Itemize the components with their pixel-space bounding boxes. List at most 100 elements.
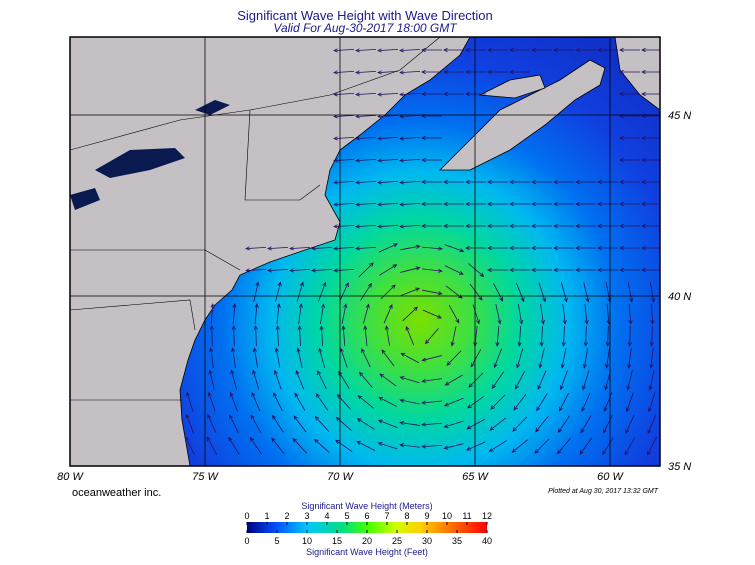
arrow	[229, 414, 239, 434]
arrow	[209, 325, 214, 347]
arrow	[311, 268, 333, 273]
arrow	[443, 443, 464, 450]
arrow	[446, 350, 462, 366]
arrow	[619, 135, 640, 141]
subtitle: Valid For Aug-30-2017 18:00 GMT	[273, 21, 458, 35]
arrow	[487, 201, 508, 207]
arrow	[509, 245, 530, 251]
arrow	[399, 136, 421, 141]
feet-tick-label: 40	[482, 536, 492, 546]
arrow	[421, 444, 443, 449]
arrow	[355, 224, 377, 229]
arrow	[295, 369, 305, 390]
legend-title: Significant Wave Height (Feet)	[306, 547, 428, 557]
arrow	[249, 436, 262, 455]
arrow	[209, 347, 214, 368]
arrow	[230, 369, 237, 390]
arrow	[489, 417, 507, 431]
arrow	[531, 201, 552, 207]
arrow	[531, 223, 552, 229]
arrow	[355, 180, 377, 185]
arrow	[399, 158, 421, 163]
arrow	[294, 392, 306, 411]
arrow	[605, 325, 610, 347]
arrow	[534, 438, 550, 454]
arrow	[384, 325, 390, 346]
arrow	[641, 179, 660, 185]
arrow	[377, 180, 399, 185]
arrow	[231, 347, 236, 368]
arrow	[333, 224, 355, 229]
arrow	[648, 370, 655, 391]
arrow	[289, 246, 311, 251]
arrow	[465, 245, 486, 251]
arrow	[443, 91, 464, 97]
arrow	[583, 282, 590, 303]
arrow	[641, 245, 660, 251]
meters-tick-label: 10	[442, 511, 452, 521]
arrow	[421, 47, 442, 53]
arrow	[422, 268, 443, 273]
arrow	[250, 414, 262, 433]
lon-label: 65 W	[462, 471, 489, 483]
arrow	[314, 415, 330, 432]
arrow	[292, 437, 308, 454]
arrow	[619, 223, 640, 229]
arrow	[377, 70, 399, 75]
arrow	[553, 267, 574, 273]
arrow	[402, 306, 418, 322]
arrow	[509, 267, 530, 273]
arrow	[531, 267, 552, 273]
arrow	[487, 47, 508, 53]
graticule	[70, 37, 660, 466]
arrow	[556, 438, 571, 455]
arrow	[399, 420, 420, 426]
arrow	[531, 179, 552, 185]
wave-arrows	[185, 47, 660, 456]
feet-tick-label: 10	[302, 536, 312, 546]
arrow	[421, 157, 442, 163]
arrow	[421, 422, 443, 427]
arrow	[358, 371, 373, 388]
arrow	[185, 436, 195, 456]
land	[70, 37, 471, 466]
arrow	[362, 303, 370, 324]
arrow	[465, 441, 486, 451]
arrow	[583, 325, 588, 347]
arrow	[424, 328, 439, 345]
arrow	[539, 325, 544, 347]
arrow	[253, 281, 260, 302]
land	[478, 74, 546, 99]
arrow	[315, 393, 329, 411]
feet-tick-label: 30	[422, 536, 432, 546]
meters-tick-label: 0	[244, 511, 249, 521]
arrow	[443, 397, 464, 407]
arrow	[597, 267, 618, 273]
map	[70, 37, 660, 466]
arrow	[579, 437, 593, 455]
arrow	[495, 304, 502, 325]
meters-tick-label: 6	[364, 511, 369, 521]
arrow	[487, 179, 508, 185]
arrow	[602, 437, 614, 456]
arrow	[466, 418, 485, 430]
arrow	[252, 369, 260, 390]
meters-tick-label: 8	[404, 511, 409, 521]
lon-label: 80 W	[57, 471, 84, 483]
arrow	[619, 47, 640, 53]
arrow	[400, 352, 420, 364]
arrow	[275, 281, 282, 302]
arrow	[186, 391, 194, 412]
arrow	[377, 48, 399, 53]
arrow	[341, 303, 348, 324]
arrow	[641, 201, 660, 207]
arrow	[509, 69, 530, 75]
arrow	[490, 394, 506, 410]
arrow	[647, 414, 657, 435]
arrow	[580, 415, 592, 434]
meters-tick-label: 9	[424, 511, 429, 521]
arrow	[487, 245, 508, 251]
arrow	[355, 136, 377, 141]
arrow	[355, 158, 377, 163]
arrow	[355, 70, 377, 75]
